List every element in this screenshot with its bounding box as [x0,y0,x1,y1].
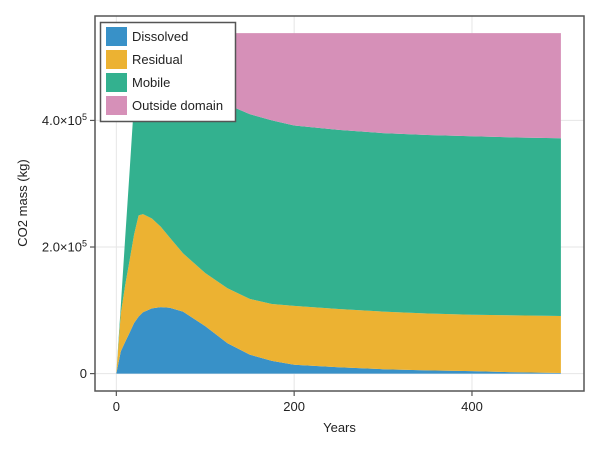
y-tick-mantissa: 0 [80,366,87,381]
legend: Dissolved Residual Mobile Outside domain [99,21,237,123]
y-tick-label: 0 [80,366,87,381]
legend-swatch [106,27,127,46]
y-tick-exponent: 5 [82,239,87,249]
area-outside-domain [116,33,561,374]
y-tick-exponent: 5 [82,112,87,122]
legend-swatch [106,96,127,115]
legend-swatch [106,50,127,69]
y-tick-mantissa: 4.0×10 [42,113,82,128]
y-tick-mantissa: 2.0×10 [42,240,82,255]
x-axis: 0 200 400 [113,391,483,414]
legend-label: Mobile [132,75,170,90]
y-tick-label: 2.0×105 [42,239,87,255]
x-tick-label: 200 [283,399,305,414]
y-axis-label: CO2 mass (kg) [15,159,30,246]
x-axis-label: Years [323,420,356,435]
area-dissolved [116,307,561,374]
area-residual [116,214,561,374]
legend-label: Outside domain [132,98,223,113]
y-tick-label: 4.0×105 [42,112,87,128]
legend-label: Residual [132,52,183,67]
x-tick-label: 400 [461,399,483,414]
legend-swatch [106,73,127,92]
legend-label: Dissolved [132,29,188,44]
x-tick-label: 0 [113,399,120,414]
plot-frame [94,15,585,392]
